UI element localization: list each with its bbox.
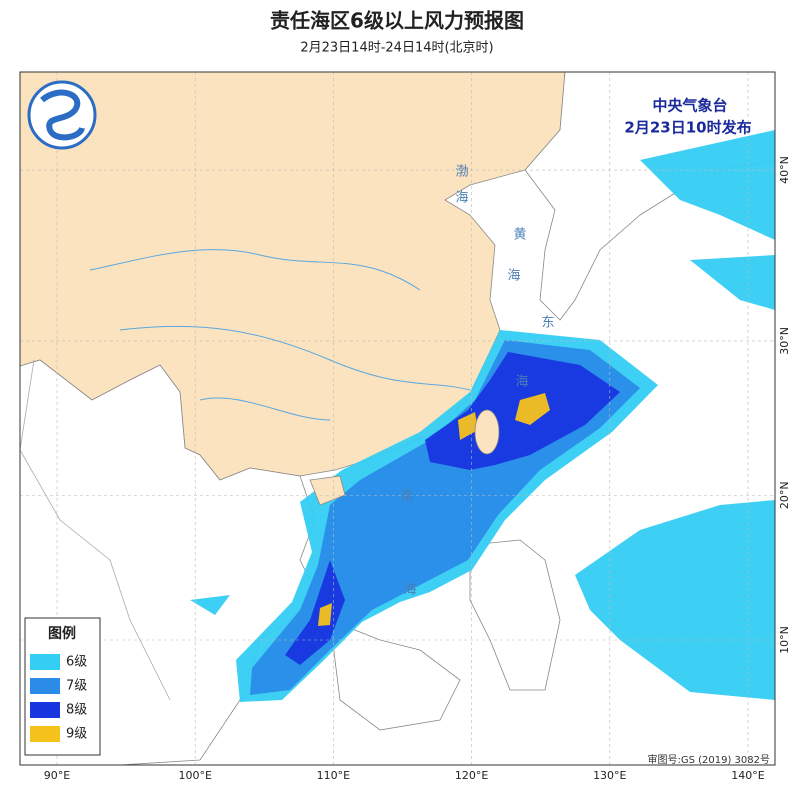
longitude-label: 130°E xyxy=(593,769,626,782)
map-body xyxy=(20,72,775,765)
logo-swirl xyxy=(40,89,85,141)
longitude-label: 90°E xyxy=(44,769,70,782)
logo xyxy=(27,80,97,150)
approval-number: 审图号:GS (2019) 3082号 xyxy=(647,753,770,766)
sea-label: 黄 xyxy=(513,228,526,243)
longitude-label: 110°E xyxy=(317,769,350,782)
longitude-label: 140°E xyxy=(731,769,764,782)
taiwan xyxy=(474,409,500,455)
legend: 图例 6级 7级 8级 9级 xyxy=(24,617,101,756)
borneo xyxy=(329,619,461,731)
title: 责任海区6级以上风力预报图 xyxy=(270,9,524,33)
sea-label: 东 xyxy=(541,316,554,331)
issuer-name: 中央气象台 xyxy=(652,97,727,115)
rivers xyxy=(89,249,471,421)
latitude-label: 40°N xyxy=(778,156,791,184)
legend-label: 8级 xyxy=(66,703,87,718)
wind-zone xyxy=(640,130,775,240)
border-lines xyxy=(20,359,171,701)
philippines xyxy=(469,539,561,691)
wind-zone xyxy=(458,412,478,440)
sea-label: 海 xyxy=(455,191,468,206)
sea-label: 渤 xyxy=(455,164,468,180)
legend-title: 图例 xyxy=(48,625,76,642)
legend-swatch xyxy=(30,654,60,670)
longitude-label: 100°E xyxy=(178,769,211,782)
wind-zone xyxy=(318,603,332,626)
legend-swatch xyxy=(30,702,60,718)
sea-label: 海 xyxy=(403,583,416,598)
subtitle: 2月23日14时-24日14时(北京时) xyxy=(300,41,493,56)
wind-zone xyxy=(515,393,550,425)
wind-zone xyxy=(690,255,775,310)
latitude-label: 20°N xyxy=(778,481,791,509)
longitude-label: 120°E xyxy=(455,769,488,782)
wind-zone xyxy=(575,500,775,700)
map-frame xyxy=(19,71,776,766)
legend-swatch xyxy=(30,678,60,694)
wind-zone xyxy=(285,560,345,665)
wind-zone xyxy=(190,595,230,615)
legend-label: 7级 xyxy=(66,679,87,694)
sea-label: 海 xyxy=(507,269,520,284)
latitude-label: 10°N xyxy=(778,626,791,654)
sea-label: 南 xyxy=(400,489,413,505)
legend-label: 6级 xyxy=(66,655,87,670)
latitude-label: 30°N xyxy=(778,327,791,355)
sea-label: 海 xyxy=(515,375,528,390)
legend-swatch xyxy=(30,726,60,742)
wind-areas xyxy=(190,130,775,702)
legend-label: 9级 xyxy=(66,727,87,742)
issue-time: 2月23日10时发布 xyxy=(624,119,751,137)
